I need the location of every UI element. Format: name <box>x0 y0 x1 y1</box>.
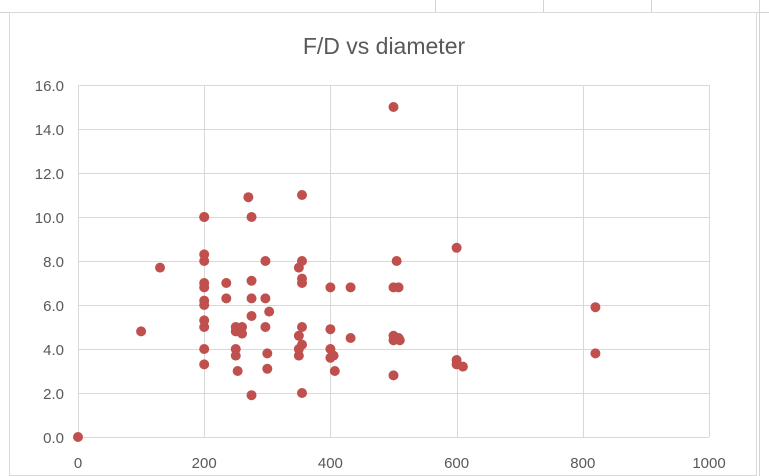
data-point <box>345 282 356 293</box>
data-point <box>297 278 308 288</box>
y-tick-label: 6.0 <box>43 298 64 315</box>
data-point <box>457 361 468 372</box>
x-axis-tick-labels: 0 200 400 600 800 1000 <box>74 455 726 472</box>
data-point <box>297 322 308 332</box>
y-tick-label: 14.0 <box>35 122 64 139</box>
data-point <box>221 278 232 288</box>
y-tick-label: 0.0 <box>43 430 64 447</box>
data-point <box>329 366 340 376</box>
data-point <box>297 190 308 200</box>
y-axis-tick-labels: 0.0 2.0 4.0 6.0 8.0 10.0 12.0 14.0 16.0 <box>35 78 64 447</box>
data-point <box>297 339 308 350</box>
data-point <box>293 330 304 341</box>
data-point <box>394 335 405 346</box>
x-tick-label: 800 <box>570 455 595 472</box>
data-point <box>391 256 402 266</box>
data-point <box>325 282 336 293</box>
y-tick-label: 12.0 <box>35 166 64 183</box>
data-point <box>246 390 257 401</box>
chart-title: F/D vs diameter <box>303 33 466 59</box>
y-tick-label: 2.0 <box>43 386 64 403</box>
data-point <box>155 262 166 273</box>
data-point <box>451 242 462 253</box>
gridlines <box>78 85 710 438</box>
data-point <box>246 275 257 286</box>
x-tick-label: 600 <box>444 455 469 472</box>
data-point <box>590 302 601 313</box>
data-point <box>262 348 273 359</box>
data-point <box>260 256 271 266</box>
data-point <box>262 363 273 374</box>
x-tick-label: 1000 <box>692 455 725 472</box>
data-point <box>221 293 232 304</box>
data-point <box>246 311 257 321</box>
y-tick-label: 16.0 <box>35 78 64 95</box>
data-point <box>243 192 254 203</box>
x-tick-label: 0 <box>74 455 82 472</box>
data-point <box>297 256 308 266</box>
data-point <box>293 350 304 361</box>
y-tick-label: 10.0 <box>35 210 64 227</box>
data-point <box>590 348 601 359</box>
data-point <box>264 306 275 317</box>
y-tick-label: 8.0 <box>43 254 64 271</box>
data-point <box>237 328 248 339</box>
data-point <box>199 256 210 266</box>
chart-area[interactable] <box>9 12 757 476</box>
data-point <box>325 324 336 335</box>
data-point <box>230 350 241 361</box>
data-point <box>232 366 243 376</box>
data-point <box>297 388 308 398</box>
data-point <box>246 212 257 222</box>
data-point <box>199 322 210 332</box>
data-point <box>345 333 356 343</box>
data-points <box>73 102 601 442</box>
data-point <box>246 293 257 304</box>
data-point <box>388 102 399 112</box>
data-point <box>199 344 210 354</box>
data-point <box>393 282 404 293</box>
data-point <box>73 432 83 442</box>
data-point <box>199 212 210 222</box>
x-tick-label: 200 <box>192 455 217 472</box>
data-point <box>328 350 339 361</box>
data-point <box>199 282 210 293</box>
data-point <box>260 322 271 332</box>
x-tick-label: 400 <box>318 455 343 472</box>
data-point <box>199 359 210 370</box>
data-point <box>136 326 147 337</box>
y-tick-label: 4.0 <box>43 342 64 359</box>
data-point <box>260 293 271 304</box>
data-point <box>199 300 210 310</box>
data-point <box>388 370 399 381</box>
